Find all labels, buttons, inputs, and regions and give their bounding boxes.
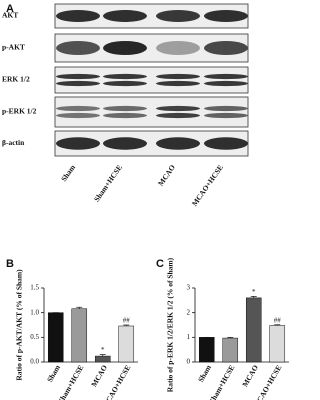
blot-row-label: p-ERK 1/2 — [2, 107, 37, 116]
blot-band — [103, 112, 147, 119]
bar — [222, 337, 239, 363]
panel-label: B — [6, 258, 14, 270]
blot-band — [156, 80, 200, 87]
blot-band — [204, 80, 248, 87]
x-tick-label: Sham — [196, 363, 213, 384]
x-tick-label: Sham — [45, 363, 62, 384]
significance-label: ## — [123, 317, 131, 325]
y-tick-label: 0 — [187, 358, 191, 366]
blot-band — [204, 112, 248, 119]
blot-band — [103, 137, 147, 150]
blot-band — [204, 41, 248, 55]
blot-band — [156, 73, 200, 80]
blot-row-label: ERK 1/2 — [2, 75, 30, 84]
blot-band — [156, 105, 200, 112]
blot-band — [103, 80, 147, 87]
blot-band — [204, 10, 248, 22]
lane-label: Sham+HCSE — [92, 163, 124, 203]
blot-band — [56, 112, 100, 119]
y-tick-label: 0.5 — [30, 333, 39, 341]
bar — [94, 355, 111, 363]
y-tick-label: 2 — [187, 308, 191, 316]
blot-band — [103, 10, 147, 22]
y-tick-label: 0.0 — [30, 358, 39, 366]
blot-band — [156, 10, 200, 22]
bar — [269, 325, 286, 363]
blot-band — [156, 41, 200, 55]
figure: A AKT p-AKT ERK 1/2 p-ERK 1/2 β-actin Sham Sha… — [2, 3, 289, 400]
lane-label: MCAO — [156, 163, 177, 188]
y-tick-label: 3 — [187, 284, 191, 292]
significance-label: * — [252, 288, 256, 296]
panel-label: C — [156, 258, 164, 270]
blot-band — [204, 137, 248, 150]
bar — [198, 337, 215, 363]
lane-label: MCAO+HCSE — [190, 163, 225, 208]
blot-band — [204, 73, 248, 80]
blot-band — [56, 137, 100, 150]
blot-band — [56, 10, 100, 22]
y-axis-label: Ratio of p-AKT/AKT (% of Sham) — [15, 269, 24, 381]
blot-band — [103, 41, 147, 55]
x-tick-label: MCAO — [240, 363, 260, 388]
y-tick-label: 1.0 — [30, 308, 39, 316]
blot-band — [156, 137, 200, 150]
blot-frame — [54, 66, 249, 94]
blot-band — [204, 105, 248, 112]
lane-label: Sham — [59, 162, 77, 183]
bar — [118, 325, 135, 363]
blot-band — [56, 73, 100, 80]
blot-band — [103, 73, 147, 80]
significance-label: * — [101, 346, 105, 354]
panel-label: A — [6, 3, 14, 15]
bar — [71, 308, 88, 363]
blot-row-label: p-AKT — [2, 43, 25, 52]
x-tick-label: MCAO — [89, 363, 109, 388]
blot-frame — [54, 96, 249, 128]
blot-band — [56, 105, 100, 112]
y-tick-label: 1.5 — [30, 284, 39, 292]
blot-row-label: AKT — [2, 11, 18, 20]
bar — [245, 297, 262, 363]
blot-band — [103, 105, 147, 112]
blot-band — [156, 112, 200, 119]
significance-label: ## — [274, 316, 282, 324]
y-axis-label: Ratio of p-ERK 1/2/ERK 1/2 (% of Sham) — [166, 257, 175, 392]
blot-row-label: β-actin — [2, 138, 25, 147]
y-tick-label: 1 — [187, 333, 191, 341]
bar — [47, 312, 64, 363]
blot-band — [56, 41, 100, 55]
blot-band — [56, 80, 100, 87]
